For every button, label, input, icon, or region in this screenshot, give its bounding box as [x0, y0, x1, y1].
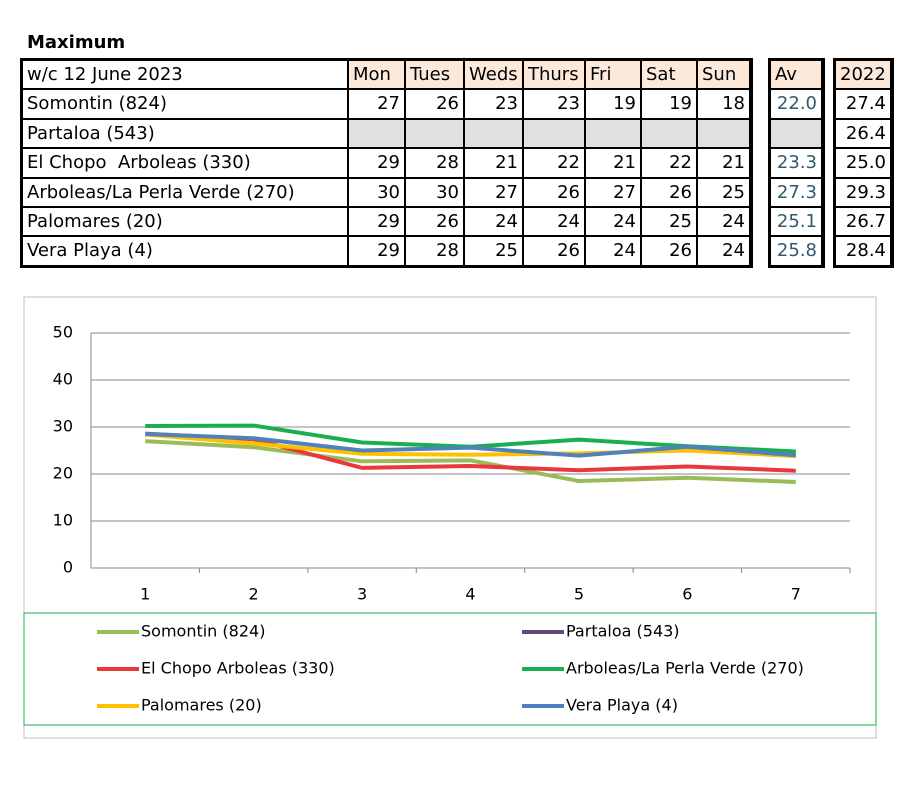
value-cell: 26 — [405, 89, 464, 119]
x-tick-label: 3 — [357, 585, 367, 604]
av-frame — [768, 58, 825, 268]
y-tick-label: 40 — [53, 370, 73, 389]
table-title: Maximum — [27, 32, 126, 53]
empty-cell — [405, 118, 464, 149]
header-cell: Mon — [348, 60, 405, 90]
legend-label: El Chopo Arboleas (330) — [141, 659, 335, 678]
value-cell: 30 — [348, 177, 405, 207]
value-cell: 26 — [405, 207, 464, 237]
series-line — [145, 439, 796, 484]
legend-box — [23, 612, 877, 726]
value-cell: 21 — [464, 148, 523, 178]
empty-cell — [585, 118, 641, 149]
value-cell: 25 — [641, 207, 697, 237]
x-tick-label: 6 — [682, 585, 692, 604]
value-cell: 18 — [697, 89, 750, 119]
value-cell: 26 — [641, 177, 697, 207]
empty-cell — [697, 118, 750, 149]
value-cell: 25 — [697, 177, 750, 207]
value-cell: 27 — [464, 177, 523, 207]
y-tick-label: 30 — [53, 417, 73, 436]
y-tick-label: 0 — [63, 558, 73, 577]
header-cell: w/c 12 June 2023 — [22, 60, 348, 90]
value-cell: 23 — [523, 89, 585, 119]
value-cell: 24 — [697, 207, 750, 237]
series-line — [145, 432, 796, 459]
value-cell: 19 — [585, 89, 641, 119]
empty-cell — [348, 118, 405, 149]
row-label: El Chopo Arboleas (330) — [22, 148, 348, 178]
header-cell: Sun — [697, 60, 750, 90]
x-tick-label: 5 — [574, 585, 584, 604]
value-cell: 19 — [641, 89, 697, 119]
value-cell: 22 — [523, 148, 585, 178]
row-label: Partaloa (543) — [22, 118, 348, 149]
legend-label: Palomares (20) — [141, 696, 262, 715]
value-cell: 24 — [464, 207, 523, 237]
value-cell: 29 — [348, 207, 405, 237]
chart-border — [23, 296, 877, 739]
value-cell: 28 — [405, 148, 464, 178]
x-tick-label: 2 — [249, 585, 259, 604]
x-tick-label: 7 — [791, 585, 801, 604]
year-frame — [833, 58, 894, 268]
x-tick-label: 4 — [465, 585, 475, 604]
value-cell: 21 — [697, 148, 750, 178]
value-cell: 27 — [348, 89, 405, 119]
row-label: Palomares (20) — [22, 207, 348, 237]
value-cell: 24 — [523, 207, 585, 237]
value-cell: 22 — [641, 148, 697, 178]
series-line — [145, 432, 796, 458]
row-label: Arboleas/La Perla Verde (270) — [22, 177, 348, 207]
value-cell: 27 — [585, 177, 641, 207]
value-cell: 21 — [585, 148, 641, 178]
table-frame — [20, 58, 753, 268]
legend-label: Vera Playa (4) — [566, 696, 678, 715]
row-label: Somontin (824) — [22, 89, 348, 119]
header-cell: Fri — [585, 60, 641, 90]
legend-label: Somontin (824) — [141, 622, 265, 641]
value-cell: 26 — [523, 177, 585, 207]
header-cell: Thurs — [523, 60, 585, 90]
empty-cell — [523, 118, 585, 149]
y-tick-label: 50 — [53, 323, 73, 342]
value-cell: 23 — [464, 89, 523, 119]
x-tick-label: 1 — [140, 585, 150, 604]
value-cell: 24 — [585, 207, 641, 237]
header-cell: Weds — [464, 60, 523, 90]
empty-cell — [641, 118, 697, 149]
legend-label: Arboleas/La Perla Verde (270) — [566, 659, 804, 678]
value-cell: 30 — [405, 177, 464, 207]
y-tick-label: 20 — [53, 464, 73, 483]
y-tick-label: 10 — [53, 511, 73, 530]
empty-cell — [464, 118, 523, 149]
value-cell: 29 — [348, 148, 405, 178]
legend-label: Partaloa (543) — [566, 622, 680, 641]
header-cell: Av — [770, 60, 822, 90]
